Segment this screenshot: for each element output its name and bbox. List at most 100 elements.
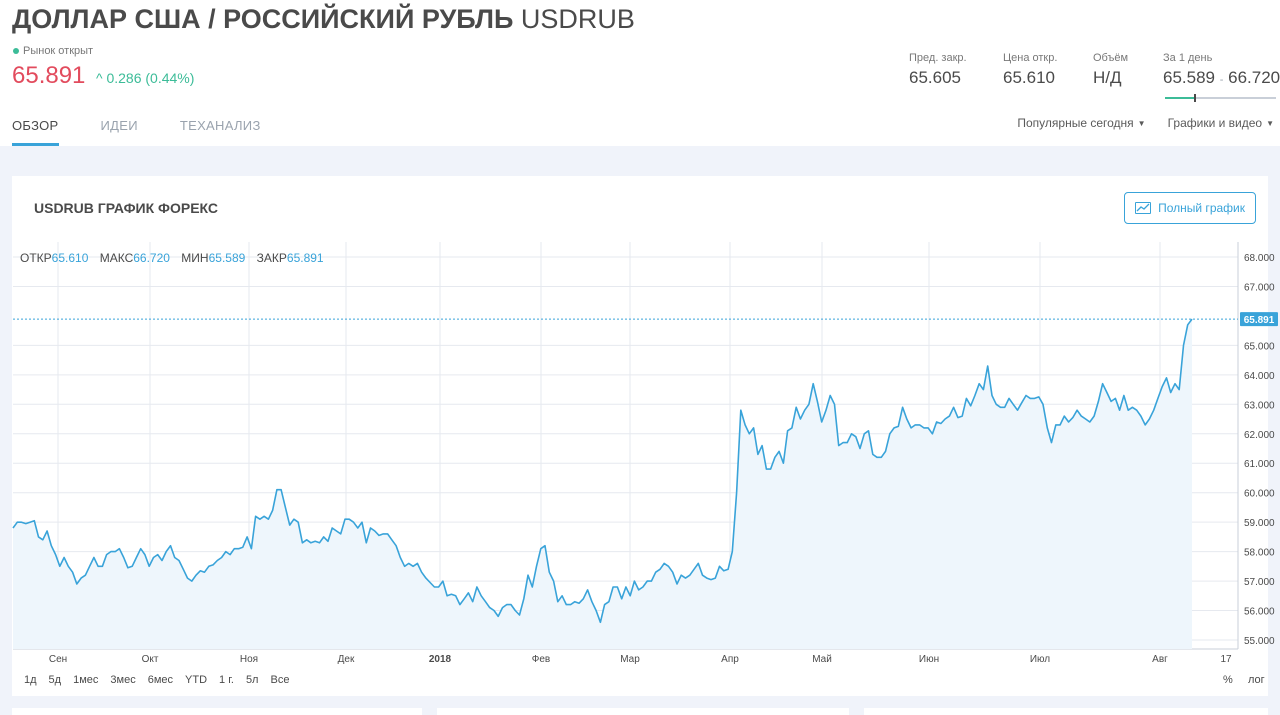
caret-down-icon: ▼: [1266, 119, 1274, 129]
ohlc-high-label: МАКС: [99, 251, 134, 265]
next-card: [12, 708, 422, 715]
next-card: [864, 708, 1268, 715]
title-main: ДОЛЛАР США / РОССИЙСКИЙ РУБЛЬ: [12, 4, 514, 34]
header-menus: Популярные сегодня ▼ Графики и видео ▼: [1017, 116, 1274, 130]
x-tick-label: Сен: [49, 654, 67, 665]
tab-bar: ОБЗОР ИДЕИ ТЕХАНАЛИЗ: [12, 118, 303, 146]
area-fill: [13, 319, 1192, 649]
ohlc-close-label: ЗАКР: [256, 251, 287, 265]
ohlc-open-value: 65.610: [51, 251, 89, 265]
tab-overview[interactable]: ОБЗОР: [12, 118, 59, 146]
x-tick-label: Фев: [532, 654, 550, 665]
range-button[interactable]: YTD: [185, 674, 208, 686]
charts-videos-dropdown[interactable]: Графики и видео ▼: [1168, 116, 1274, 130]
chart-icon: [1135, 202, 1152, 214]
x-tick-label: Авг: [1152, 654, 1168, 665]
status-dot-icon: [13, 48, 19, 54]
y-tick-label: 55.000: [1244, 636, 1275, 647]
y-tick-label: 59.000: [1244, 518, 1275, 529]
up-arrow-icon: ^: [96, 70, 103, 86]
y-tick-label: 64.000: [1244, 371, 1275, 382]
time-range-buttons: 1д 5д 1мес 3мес 6мес YTD 1 г. 5л Все: [24, 674, 289, 686]
y-tick-label: 56.000: [1244, 607, 1275, 618]
tab-ideas[interactable]: ИДЕИ: [100, 118, 138, 133]
ohlc-legend: ОТКР65.610 МАКС66.720 МИН65.589 ЗАКР65.8…: [20, 251, 332, 265]
menu-label: Популярные сегодня: [1017, 116, 1134, 130]
range-button[interactable]: 5д: [48, 674, 62, 686]
log-scale-button[interactable]: лог: [1248, 674, 1265, 686]
ohlc-close-value: 65.891: [286, 251, 324, 265]
full-chart-button[interactable]: Полный график: [1124, 192, 1256, 224]
y-tick-label: 65.000: [1244, 341, 1275, 352]
y-tick-label: 58.000: [1244, 548, 1275, 559]
ohlc-high-value: 66.720: [133, 251, 170, 265]
x-tick-label: 17: [1220, 654, 1232, 665]
price-line: [12, 318, 1193, 624]
y-tick-label: 68.000: [1244, 253, 1275, 264]
page-title: ДОЛЛАР США / РОССИЙСКИЙ РУБЛЬ USDRUB: [12, 4, 635, 35]
y-tick-label: 67.000: [1244, 282, 1275, 293]
stat-volume: Объём Н/Д: [1093, 52, 1128, 88]
x-tick-label: Окт: [142, 654, 159, 665]
stat-value: 65.589 - 66.720: [1163, 68, 1280, 88]
day-range-sep: -: [1219, 74, 1224, 86]
day-range-marker: [1193, 94, 1196, 102]
stat-prev-close: Пред. закр. 65.605: [909, 52, 967, 88]
tab-technicals[interactable]: ТЕХАНАЛИЗ: [179, 118, 261, 133]
day-range-fill: [1165, 97, 1195, 99]
price-change: ^ 0.286 (0.44%): [96, 70, 194, 86]
y-tick-label: 61.000: [1244, 459, 1275, 470]
next-card: [437, 708, 849, 715]
last-price-badge: [1240, 312, 1278, 327]
range-button[interactable]: 1 г.: [219, 674, 234, 686]
market-status: Рынок открыт: [13, 45, 93, 57]
stat-label: Пред. закр.: [909, 52, 967, 64]
title-ticker: USDRUB: [520, 4, 635, 34]
current-price: 65.891: [12, 62, 86, 89]
stat-label: За 1 день: [1163, 52, 1213, 64]
x-tick-label: Май: [812, 654, 832, 665]
range-button[interactable]: 5л: [245, 674, 259, 686]
y-tick-label: 60.000: [1244, 489, 1275, 500]
stat-label: Объём: [1093, 52, 1129, 64]
ohlc-low-label: МИН: [181, 251, 209, 265]
range-button[interactable]: 1мес: [73, 674, 99, 686]
percent-scale-button[interactable]: %: [1223, 674, 1233, 686]
quote-header: ДОЛЛАР США / РОССИЙСКИЙ РУБЛЬ USDRUB Рын…: [0, 0, 1280, 146]
market-status-label: Рынок открыт: [23, 45, 94, 57]
stat-value: 65.605: [909, 68, 961, 87]
y-tick-label: 57.000: [1244, 577, 1275, 588]
day-range-bar: [1165, 94, 1276, 102]
y-tick-label: 63.000: [1244, 400, 1275, 411]
chart-card-title: USDRUB ГРАФИК ФОРЕКС: [34, 200, 219, 216]
full-chart-label: Полный график: [1158, 201, 1245, 215]
stat-value: Н/Д: [1093, 68, 1122, 87]
chart-icon-graphic: [1136, 203, 1150, 212]
caret-down-icon: ▼: [1137, 119, 1146, 129]
range-button[interactable]: 1д: [24, 674, 37, 686]
popular-today-dropdown[interactable]: Популярные сегодня ▼: [1017, 116, 1145, 130]
day-high: 66.720: [1228, 68, 1280, 87]
range-button[interactable]: Все: [270, 674, 290, 686]
range-button[interactable]: 3мес: [110, 674, 136, 686]
x-tick-label: Мар: [620, 654, 640, 665]
stat-open: Цена откр. 65.610: [1003, 52, 1057, 88]
range-button[interactable]: 6мес: [147, 674, 174, 686]
menu-label: Графики и видео: [1167, 116, 1263, 130]
y-tick-label: 62.000: [1244, 430, 1275, 441]
x-tick-label: Ноя: [240, 654, 258, 665]
x-tick-label: 2018: [429, 654, 452, 665]
x-tick-label: Апр: [721, 654, 739, 665]
ohlc-low-value: 65.589: [208, 251, 246, 265]
day-low: 65.589: [1163, 68, 1215, 87]
stat-value: 65.610: [1003, 68, 1055, 87]
stat-day-range: За 1 день 65.589 - 66.720: [1163, 52, 1280, 88]
ohlc-open-label: ОТКР: [20, 251, 52, 265]
price-change-value: 0.286 (0.44%): [106, 70, 195, 86]
stat-label: Цена откр.: [1003, 52, 1058, 64]
last-price-label: 65.891: [1244, 315, 1275, 326]
x-tick-label: Июл: [1030, 654, 1050, 665]
x-tick-label: Дек: [338, 654, 355, 665]
x-tick-label: Июн: [919, 654, 939, 665]
